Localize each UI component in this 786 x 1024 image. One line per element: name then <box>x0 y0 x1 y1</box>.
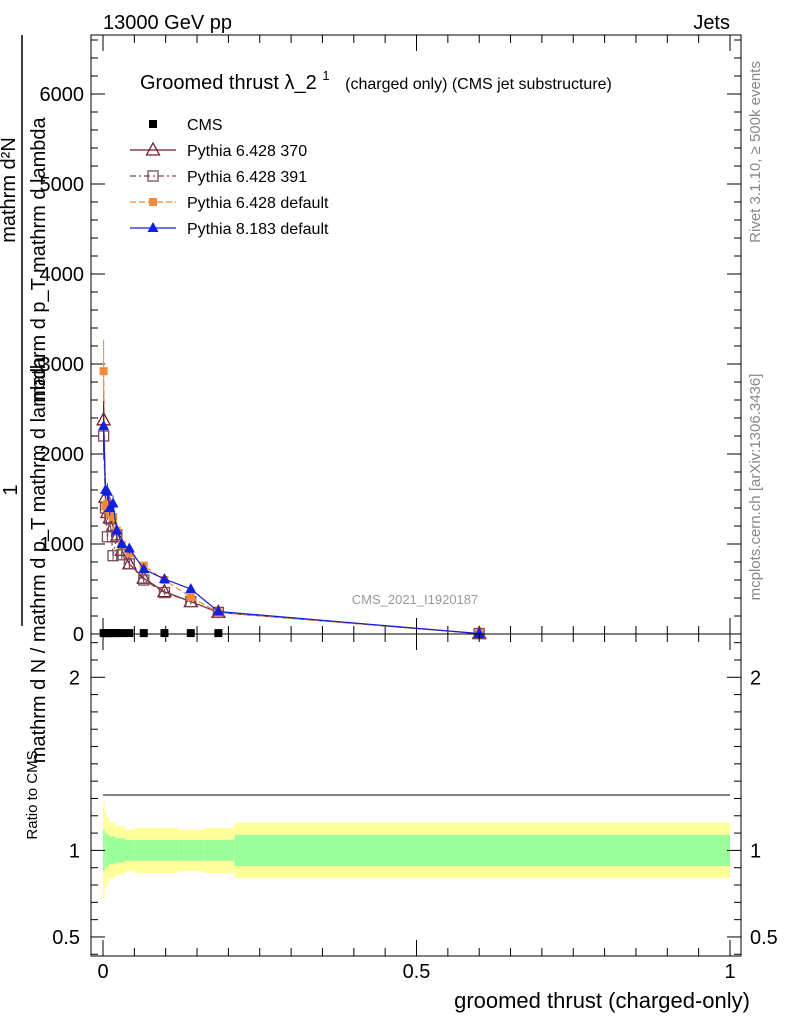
p8-default-point <box>123 542 135 553</box>
band-inner <box>134 840 179 861</box>
band-inner <box>178 840 204 861</box>
cms-point <box>214 629 223 638</box>
cms-point <box>125 629 134 638</box>
header-energy: 13000 GeV pp <box>103 12 232 34</box>
p8-default-point <box>111 524 123 535</box>
legend-entry: Pythia 8.183 default <box>130 221 329 238</box>
ytick-label: 3000 <box>40 354 85 376</box>
legend-label: CMS <box>187 117 223 134</box>
chart-title-sup: 1 <box>322 68 329 83</box>
ratio-ytick-label-right: 2 <box>750 667 761 689</box>
series-4 <box>98 401 485 638</box>
ylabel-numerator: 1 <box>0 484 22 495</box>
legend-label: Pythia 8.183 default <box>187 221 329 238</box>
cms-point <box>186 629 195 638</box>
band-inner <box>109 836 116 865</box>
p8-default-point <box>98 420 110 431</box>
rivet-version: Rivet 3.1.10, ≥ 500k events <box>747 61 764 243</box>
ylabel-denominator: mathrm d N / mathrm d p_T mathrm d lambd… <box>28 356 50 763</box>
ratio-ytick-label-left: 2 <box>69 667 80 689</box>
legend-entry: Pythia 6.428 391 <box>130 169 307 186</box>
cms-point <box>139 629 148 638</box>
ratio-ticks <box>91 634 741 956</box>
ytick-label: 6000 <box>40 84 85 106</box>
band-inner <box>115 838 125 863</box>
main-ytick-labels: 0 1000 2000 3000 4000 5000 6000 <box>40 84 85 646</box>
p8-default-point <box>473 627 485 638</box>
p8-default-point <box>212 605 224 616</box>
p6-370-point <box>109 528 125 543</box>
ratio-ytick-label-left: 1 <box>69 840 80 862</box>
ytick-label: 1000 <box>40 534 85 556</box>
xtick-label: 0.5 <box>403 961 431 983</box>
chart-title-lambda: λ_2 <box>285 72 317 94</box>
xtick-label: 1 <box>724 961 735 983</box>
cms-point <box>117 629 126 638</box>
p8-default-point <box>147 222 159 232</box>
p8-default-point <box>101 485 113 496</box>
p6-391-point <box>138 574 150 586</box>
band-inner <box>124 840 135 861</box>
p8-default-point <box>185 583 197 593</box>
p6-default-point <box>99 367 108 376</box>
chart-subtitle: (charged only) (CMS jet substructure) <box>345 76 612 93</box>
chart-title: Groomed thrust λ_2 1 (charged only) (CMS… <box>140 63 612 94</box>
band-inner <box>104 833 107 868</box>
cms-point <box>112 629 121 638</box>
p6-391-point <box>107 550 119 562</box>
p6-370-point <box>156 583 173 598</box>
band-inner <box>234 834 731 866</box>
cms-point <box>160 629 169 638</box>
ytick-label: 5000 <box>40 174 85 196</box>
p8-default-point <box>116 538 128 548</box>
chart-title-main: Groomed thrust <box>140 72 279 94</box>
p8-default-point <box>158 573 170 584</box>
legend-label: Pythia 6.428 default <box>187 195 329 212</box>
ratio-ytick-label-left: 0.5 <box>52 927 80 949</box>
ytick-label: 4000 <box>40 264 85 286</box>
xtick-labels: 0 0.5 1 <box>97 961 735 983</box>
ratio-bands <box>103 801 731 899</box>
ratio-ylabel: Ratio to CMS <box>24 750 41 839</box>
p8-default-point <box>138 563 150 574</box>
p6-default-point <box>149 198 157 206</box>
ylabel-mid: mathrm d p_T mathrm d lambda <box>28 116 50 402</box>
p6-default-point <box>109 513 118 521</box>
series-layer <box>96 339 487 640</box>
p6-370-point <box>145 141 161 156</box>
cms-point <box>149 120 157 128</box>
p6-default-point <box>103 499 112 508</box>
ytick-label: 0 <box>73 624 84 646</box>
ratio-ytick-label-right: 0.5 <box>750 927 778 949</box>
main-panel: 0 1000 2000 3000 4000 5000 6000 CMS_2021_I1920… <box>40 34 742 646</box>
x-axis-label: groomed thrust (charged-only) <box>454 988 750 1013</box>
band-inner <box>203 840 235 861</box>
watermark: CMS_2021_I1920187 <box>352 592 479 607</box>
p6-391-point <box>123 558 135 570</box>
mcplots-ref: mcplots.cern.ch [arXiv:1306.3436] <box>747 374 764 601</box>
ytick-label: 2000 <box>40 444 85 466</box>
xtick-label: 0 <box>97 961 108 983</box>
header-category: Jets <box>693 12 730 34</box>
legend-entry: CMS <box>149 117 223 134</box>
band-inner <box>106 834 110 866</box>
main-ticks <box>91 35 741 635</box>
legend-entry: Pythia 6.428 370 <box>130 141 307 160</box>
ratio-ytick-label-right: 1 <box>750 840 761 862</box>
p6-default-point <box>186 593 195 602</box>
ratio-ytick-labels: 0.5 0.5 1 1 2 2 <box>52 667 778 949</box>
p6-391-point <box>147 170 159 182</box>
p8-default-point <box>107 497 119 508</box>
p6-391-point <box>158 586 171 599</box>
ratio-panel: 0.5 0.51 12 2 0 0.5 1 <box>52 633 778 983</box>
legend-entry: Pythia 6.428 default <box>130 195 329 212</box>
ylabel-top: mathrm d²N <box>0 137 20 243</box>
legend: CMS Pythia 6.428 370 Pythia 6.428 391 Pythi… <box>130 117 329 238</box>
y-axis-label: 1 mathrm d²N mathrm d p_T mathrm d lambd… <box>0 35 50 763</box>
legend-label: Pythia 6.428 370 <box>187 143 307 160</box>
legend-label: Pythia 6.428 391 <box>187 169 307 186</box>
